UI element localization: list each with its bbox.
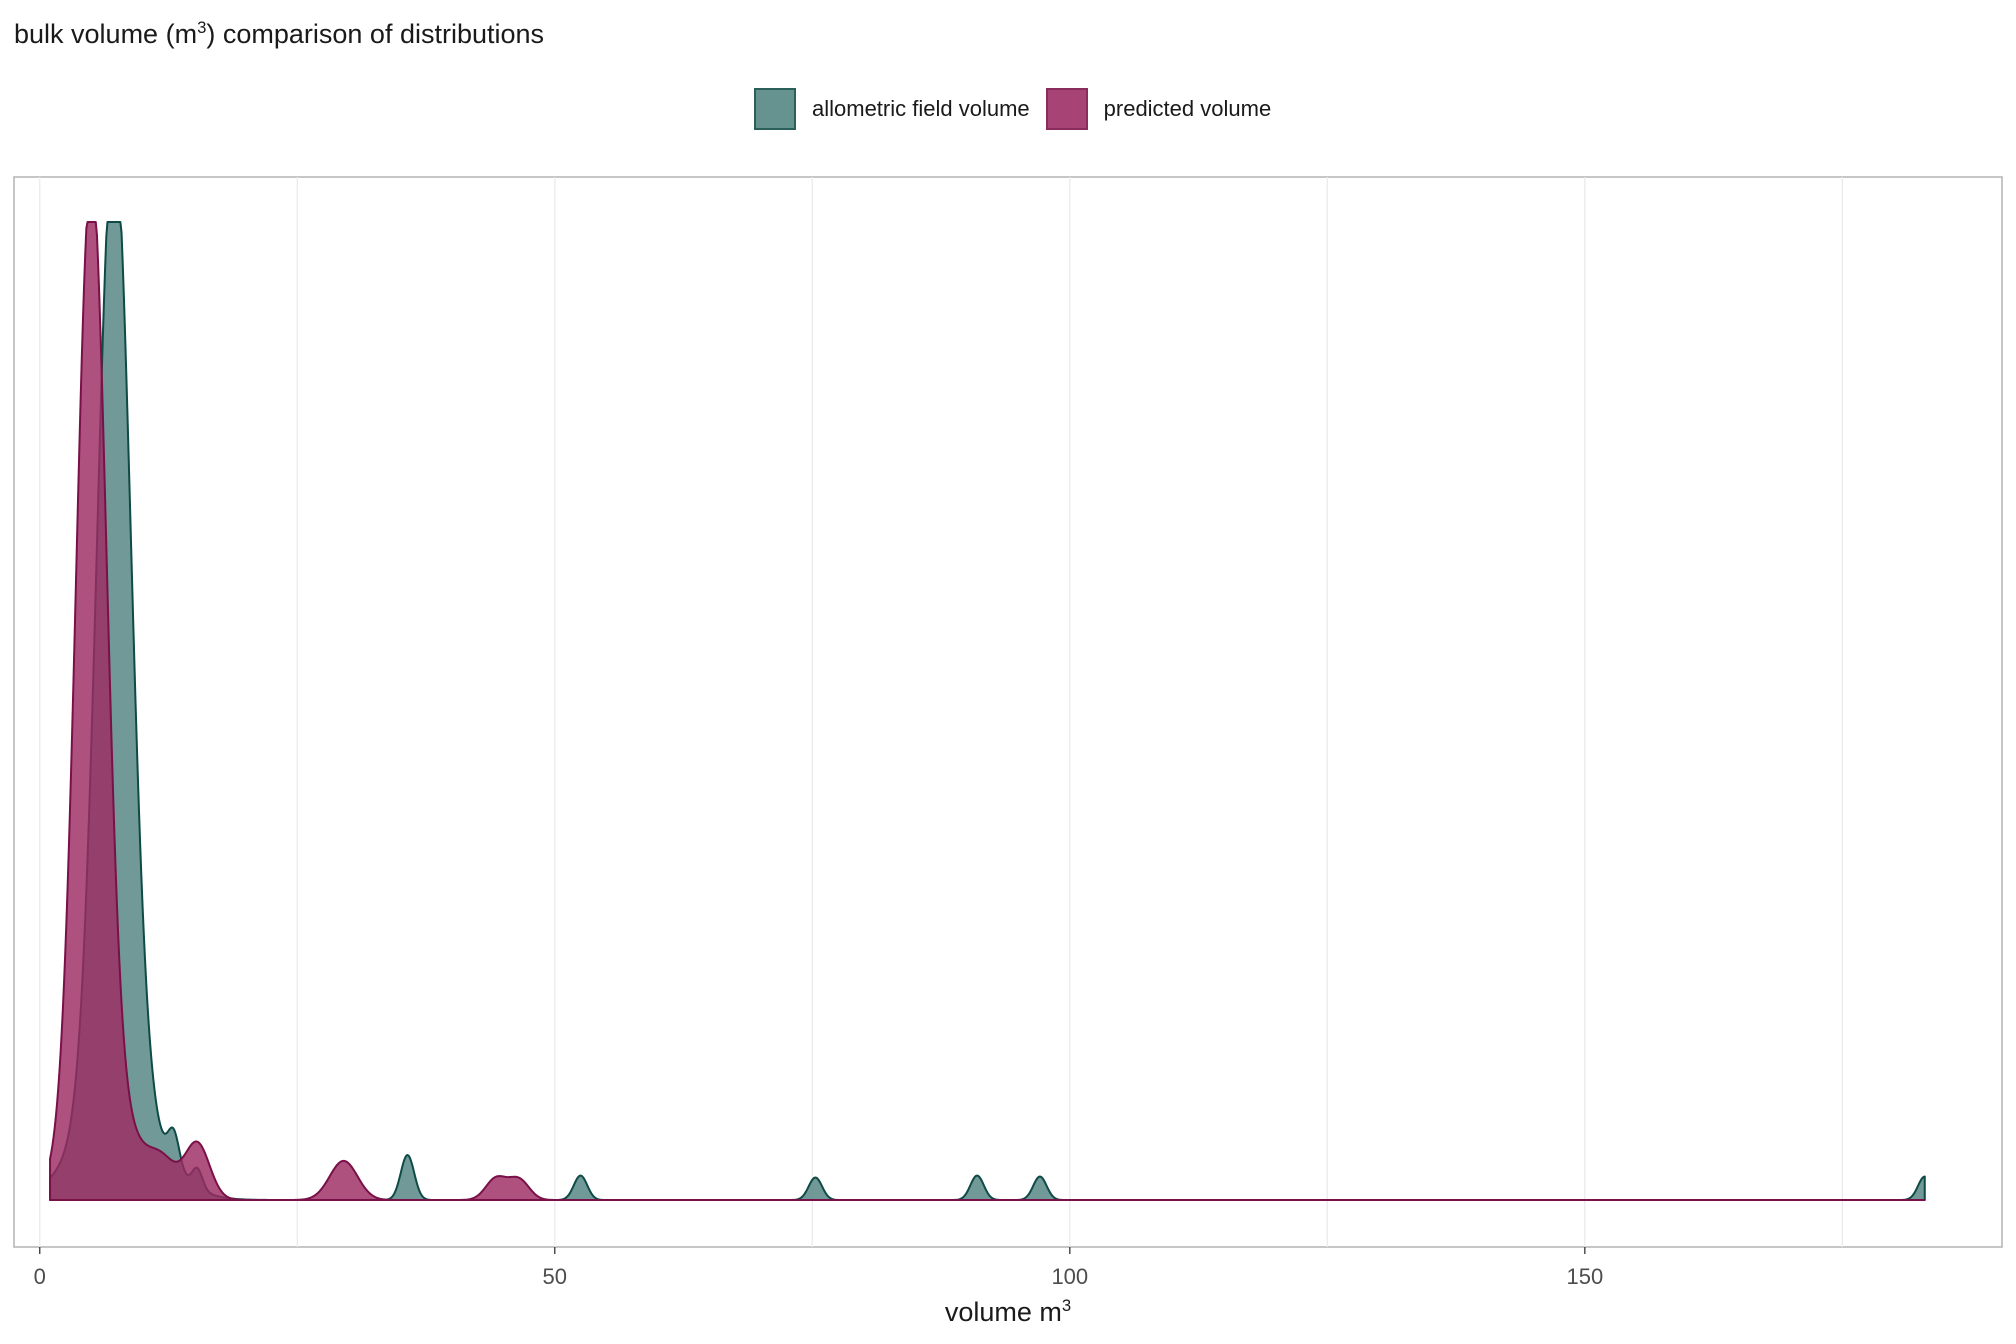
grid-lines <box>39 177 1843 1247</box>
legend-item: allometric field volume <box>754 88 1030 130</box>
legend-label-allometric: allometric field volume <box>812 96 1030 121</box>
x-tick-label: 50 <box>543 1264 567 1289</box>
x-axis-ticks: 0 50 100 150 <box>34 1247 1603 1289</box>
x-tick-label: 100 <box>1051 1264 1088 1289</box>
chart-title: bulk volume (m3) comparison of distribut… <box>14 18 545 49</box>
panel-border <box>13 176 2003 1248</box>
x-tick-label: 150 <box>1566 1264 1603 1289</box>
x-tick-label: 0 <box>34 1264 46 1289</box>
x-axis-title: volume m3 <box>944 1296 1072 1327</box>
legend: allometric field volume predicted volume <box>754 86 1287 132</box>
density-area-predicted <box>49 221 1926 1201</box>
legend-key-allometric <box>754 88 796 130</box>
density-area-allometric <box>49 221 1926 1201</box>
legend-key-predicted <box>1045 88 1088 130</box>
density-areas <box>49 221 1926 1201</box>
legend-item: predicted volume <box>1045 88 1272 130</box>
legend-label-predicted: predicted volume <box>1103 96 1272 121</box>
